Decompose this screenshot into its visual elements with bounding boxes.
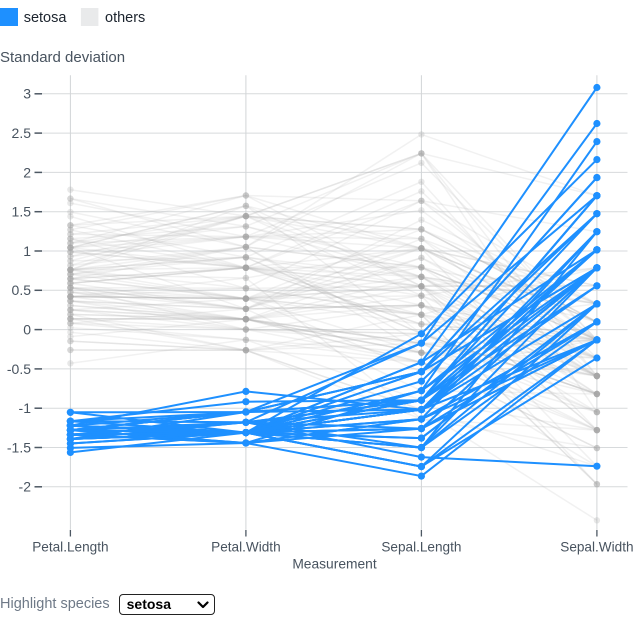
svg-text:Sepal.Length: Sepal.Length <box>381 540 461 555</box>
svg-text:1.5: 1.5 <box>12 204 32 220</box>
svg-text:-0.5: -0.5 <box>7 361 31 377</box>
svg-text:others: others <box>105 10 145 26</box>
svg-text:-2: -2 <box>19 479 32 495</box>
svg-text:2.5: 2.5 <box>12 125 32 141</box>
svg-text:Standard deviation: Standard deviation <box>0 49 125 66</box>
svg-text:-1: -1 <box>19 400 32 416</box>
svg-text:setosa: setosa <box>24 10 68 26</box>
svg-text:Petal.Width: Petal.Width <box>211 540 281 555</box>
svg-text:0: 0 <box>23 322 31 338</box>
svg-text:1: 1 <box>23 243 31 259</box>
svg-text:Measurement: Measurement <box>292 557 377 572</box>
svg-text:Petal.Length: Petal.Length <box>32 540 108 555</box>
svg-text:2: 2 <box>23 164 31 180</box>
svg-text:Sepal.Width: Sepal.Width <box>560 540 633 555</box>
svg-text:0.5: 0.5 <box>12 282 32 298</box>
svg-text:3: 3 <box>23 86 31 102</box>
svg-text:-1.5: -1.5 <box>7 439 31 455</box>
